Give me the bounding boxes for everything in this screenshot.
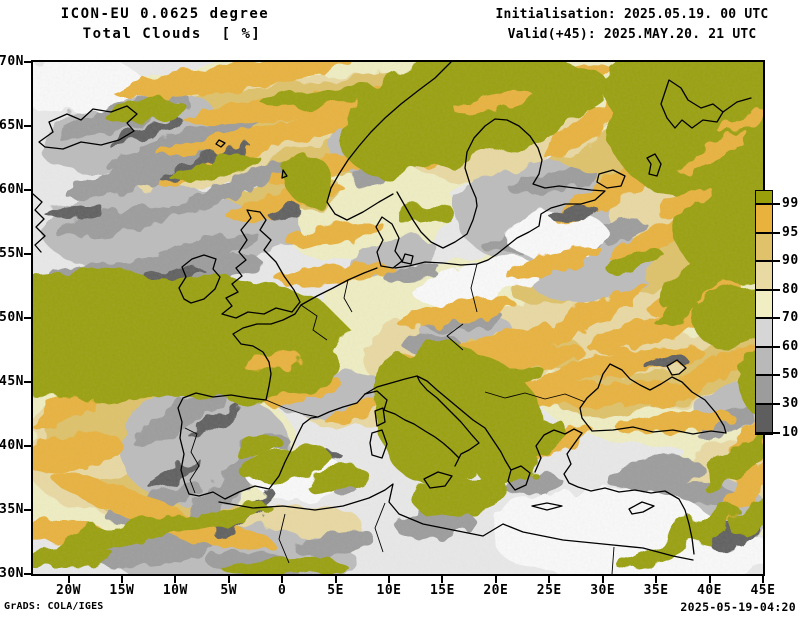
colorbar-tick	[755, 289, 780, 291]
lat-tick	[24, 317, 33, 319]
lon-tick-label: 15W	[109, 583, 135, 598]
colorbar-segment	[756, 348, 772, 376]
colorbar-tick	[755, 203, 780, 205]
colorbar-tick	[755, 232, 780, 234]
lon-tick-label: 5E	[327, 583, 344, 598]
colorbar-segment	[756, 234, 772, 262]
model-title: ICON-EU 0.0625 degree	[60, 6, 270, 22]
lat-tick-label: 45N	[0, 374, 24, 389]
lon-tick	[708, 574, 711, 583]
lat-tick	[24, 381, 33, 383]
lon-tick	[120, 574, 123, 583]
colorbar-segment	[756, 376, 772, 405]
colorbar-tick-label: 70	[782, 310, 799, 325]
country-borders	[184, 263, 615, 574]
map-frame	[31, 60, 765, 576]
lon-tick	[655, 574, 658, 583]
generation-timestamp: 2025-05-19-04:20	[680, 600, 796, 614]
colorbar-tick	[755, 317, 780, 319]
colorbar-tick	[755, 432, 780, 434]
lat-tick	[24, 61, 33, 63]
colorbar-tick-label: 30	[782, 396, 799, 411]
lon-tick	[548, 574, 551, 583]
lon-tick	[281, 574, 284, 583]
lat-tick	[24, 253, 33, 255]
colorbar-tick	[755, 374, 780, 376]
lon-tick	[441, 574, 444, 583]
lon-tick-label: 10W	[162, 583, 188, 598]
colorbar-segment	[756, 291, 772, 319]
colorbar-segment	[756, 205, 772, 234]
lon-tick	[174, 574, 177, 583]
colorbar-segment	[756, 191, 772, 205]
lat-tick-label: 55N	[0, 246, 24, 261]
lon-tick-label: 5W	[220, 583, 238, 598]
lon-tick-label: 10E	[376, 583, 402, 598]
initialisation-line: Initialisation: 2025.05.19. 00 UTC	[495, 7, 769, 22]
lat-tick-label: 40N	[0, 438, 24, 453]
colorbar-tick	[755, 260, 780, 262]
lon-tick	[334, 574, 337, 583]
lon-tick-label: 25E	[536, 583, 562, 598]
colorbar-tick-label: 95	[782, 225, 799, 240]
colorbar-segment	[756, 262, 772, 291]
cloud-cover-colorbar	[755, 190, 773, 435]
coastlines	[33, 62, 752, 561]
product-title: Total Clouds [ %]	[82, 26, 262, 42]
colorbar-segment	[756, 319, 772, 348]
cloud-field-map	[33, 62, 763, 574]
lon-tick	[388, 574, 391, 583]
lat-tick-label: 50N	[0, 310, 24, 325]
lon-tick	[494, 574, 497, 583]
lon-tick	[761, 574, 764, 583]
colorbar-tick	[755, 346, 780, 348]
lon-tick	[227, 574, 230, 583]
colorbar-tick-label: 50	[782, 367, 799, 382]
colorbar-tick-label: 10	[782, 425, 799, 440]
speckle-texture	[33, 62, 763, 574]
lon-tick-label: 20W	[56, 583, 81, 598]
lon-tick	[67, 574, 70, 583]
grads-credit: GrADS: COLA/IGES	[4, 601, 104, 612]
lon-tick-label: 35E	[643, 583, 669, 598]
lat-tick	[24, 125, 33, 127]
lat-tick	[24, 189, 33, 191]
lon-tick-label: 0	[278, 583, 287, 598]
lat-tick	[24, 445, 33, 447]
colorbar-tick-label: 60	[782, 339, 799, 354]
colorbar-segment	[756, 405, 772, 434]
colorbar-tick	[755, 403, 780, 405]
lon-tick-label: 30E	[590, 583, 616, 598]
lat-tick-label: 60N	[0, 182, 24, 197]
valid-line: Valid(+45): 2025.MAY.20. 21 UTC	[507, 27, 757, 42]
lon-tick-label: 20E	[483, 583, 509, 598]
colorbar-tick-label: 90	[782, 253, 799, 268]
lon-tick-label: 45E	[750, 583, 776, 598]
lon-tick-label: 15E	[429, 583, 455, 598]
lat-tick-label: 70N	[0, 54, 24, 69]
lon-tick	[601, 574, 604, 583]
colorbar-tick-label: 80	[782, 282, 799, 297]
colorbar-tick-label: 99.5	[782, 196, 800, 211]
lat-tick-label: 65N	[0, 118, 24, 133]
lat-tick-label: 35N	[0, 502, 24, 517]
lat-tick-label: 30N	[0, 566, 24, 581]
lon-tick-label: 40E	[697, 583, 723, 598]
lat-tick	[24, 573, 33, 575]
lat-tick	[24, 509, 33, 511]
